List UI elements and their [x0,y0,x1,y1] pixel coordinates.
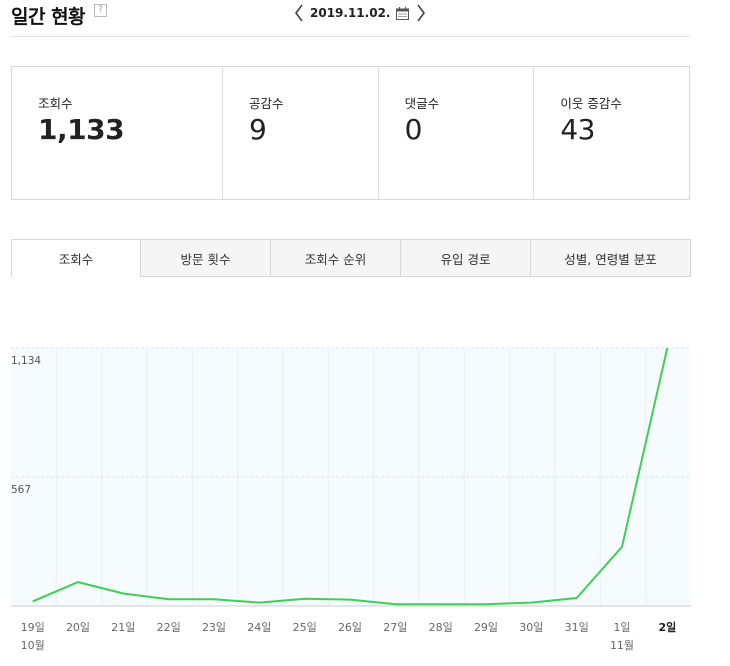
x-tick-label: 22일 [157,620,181,634]
stat-neighbors: 이웃 증감수 43 [533,67,689,199]
help-icon[interactable]: ? [94,4,107,17]
stat-label: 댓글수 [404,96,440,111]
next-date-button[interactable] [412,0,430,26]
stat-label: 이웃 증감수 [560,96,622,111]
x-tick-label: 19일 [21,620,45,634]
x-tick-label: 25일 [293,620,317,634]
x-tick-label: 31일 [565,620,589,634]
x-tick-label: 30일 [519,620,543,634]
x-month-label: 11월 [610,639,634,652]
stat-value: 43 [560,113,595,146]
stats-panel: 조회수 1,133 공감수 9 댓글수 0 이웃 증감수 43 [11,66,690,200]
tab-gender-age[interactable]: 성별, 연령별 분포 [531,239,691,277]
x-tick-label: 23일 [202,620,226,634]
x-tick-label: 21일 [111,620,135,634]
x-tick-label: 1일 [613,620,630,634]
x-tick-label: 20일 [66,620,90,634]
x-tick-label: 27일 [383,620,407,634]
tab-views[interactable]: 조회수 [11,239,141,277]
x-month-label: 10월 [21,639,45,652]
x-tick-label: 24일 [247,620,271,634]
stat-value: 0 [404,113,423,146]
chevron-left-icon [295,4,303,22]
x-tick-label: 2일 [658,620,676,634]
calendar-button[interactable] [392,0,412,26]
date-navigator: 2019.11.02. [290,0,430,26]
tab-referrers[interactable]: 유입 경로 [401,239,531,277]
page-title: 일간 현황 [11,6,86,28]
previous-date-button[interactable] [290,0,308,26]
y-tick-label: 567 [11,484,31,496]
current-date: 2019.11.02. [310,6,391,20]
header-divider [11,36,691,37]
x-tick-label: 28일 [429,620,453,634]
chevron-right-icon [417,4,426,22]
stat-label: 공감수 [249,96,284,111]
tabs-divider [141,276,691,277]
stat-label: 조회수 [38,96,73,111]
calendar-icon [395,6,409,20]
x-tick-label: 29일 [474,620,498,634]
stat-likes: 공감수 9 [222,67,378,199]
views-line-chart: 567 1,134 19일 10월 20일 21일 22일 23일 24일 25일 26일 27일 28… [11,347,691,652]
stat-value: 1,133 [38,113,125,146]
tab-visits[interactable]: 방문 횟수 [141,239,271,277]
tab-bar: 조회수 방문 횟수 조회수 순위 유입 경로 성별, 연령별 분포 [11,239,691,277]
stat-value: 9 [249,113,267,146]
y-tick-label: 1,134 [11,355,41,367]
stat-views: 조회수 1,133 [12,67,222,199]
tab-views-ranking[interactable]: 조회수 순위 [271,239,401,277]
x-tick-label: 26일 [338,620,362,634]
stat-comments: 댓글수 0 [377,67,534,199]
views-series-line [32,347,669,606]
